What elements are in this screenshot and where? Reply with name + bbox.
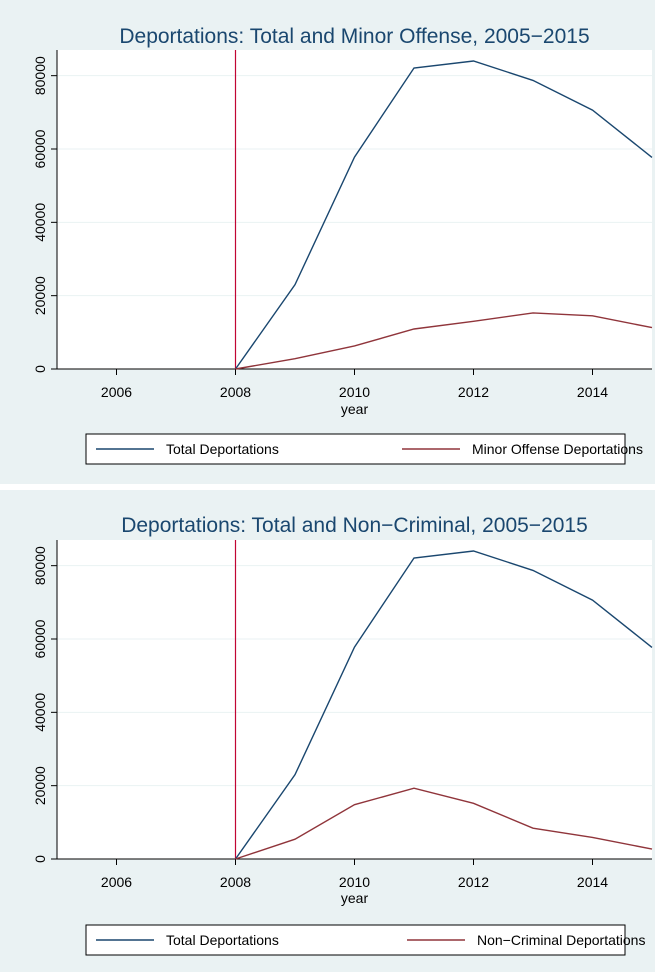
y-tick-label: 80000 xyxy=(32,56,48,95)
y-tick-label: 40000 xyxy=(32,693,48,732)
x-tick-label: 2014 xyxy=(577,874,608,890)
x-axis-label: year xyxy=(341,890,369,906)
y-tick-label: 80000 xyxy=(32,546,48,585)
y-tick-label: 60000 xyxy=(32,129,48,168)
plot-area xyxy=(57,50,652,369)
chart-title: Deportations: Total and Minor Offense, 2… xyxy=(119,25,589,48)
x-tick-label: 2014 xyxy=(577,384,608,400)
chart-panel-non-criminal: Deportations: Total and Non−Criminal, 20… xyxy=(0,490,655,972)
series-line-0 xyxy=(234,60,653,370)
y-tick-label: 40000 xyxy=(32,203,48,242)
legend-label-1: Minor Offense Deportations xyxy=(472,441,643,457)
x-tick-label: 2008 xyxy=(220,384,251,400)
y-tick-label: 0 xyxy=(32,365,48,373)
legend-label-0: Total Deportations xyxy=(166,932,279,948)
plot-area xyxy=(57,540,652,859)
x-tick-label: 2010 xyxy=(339,384,370,400)
y-tick-label: 60000 xyxy=(32,619,48,658)
legend-label-1: Non−Criminal Deportations xyxy=(477,932,645,948)
y-tick-label: 20000 xyxy=(32,766,48,805)
legend-label-0: Total Deportations xyxy=(166,441,279,457)
legend-box xyxy=(85,924,626,956)
series-line-0 xyxy=(234,550,653,860)
chart-panel-minor-offense: Deportations: Total and Minor Offense, 2… xyxy=(0,0,655,484)
x-tick-label: 2012 xyxy=(458,874,489,890)
y-tick-label: 0 xyxy=(32,855,48,863)
chart-non-criminal: Deportations: Total and Non−Criminal, 20… xyxy=(32,514,653,956)
x-tick-label: 2006 xyxy=(101,384,132,400)
x-tick-label: 2006 xyxy=(101,874,132,890)
series-line-1 xyxy=(235,312,653,370)
x-tick-label: 2008 xyxy=(220,874,251,890)
y-tick-label: 20000 xyxy=(32,276,48,315)
x-tick-label: 2012 xyxy=(458,384,489,400)
x-axis-label: year xyxy=(341,401,369,417)
series-line-1 xyxy=(235,787,653,860)
chart-minor-offense: Deportations: Total and Minor Offense, 2… xyxy=(32,25,653,465)
chart-title: Deportations: Total and Non−Criminal, 20… xyxy=(121,514,588,537)
x-tick-label: 2010 xyxy=(339,874,370,890)
legend-box xyxy=(85,433,626,465)
